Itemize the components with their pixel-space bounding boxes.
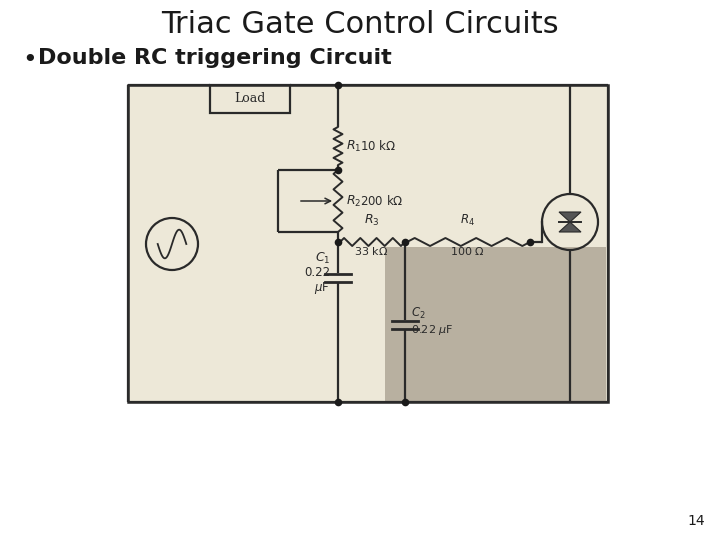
Text: Load: Load [234,92,266,105]
Bar [210,85,290,113]
Text: 0.22 $\mu$F: 0.22 $\mu$F [411,323,454,337]
Text: •: • [22,48,37,72]
Text: $C_1$: $C_1$ [315,251,330,266]
Text: Triac Gate Control Circuits: Triac Gate Control Circuits [161,10,559,39]
Bar [128,85,608,402]
Text: $R_4$: $R_4$ [460,213,475,228]
Text: 200 k$\Omega$: 200 k$\Omega$ [360,194,404,208]
Bar [128,85,608,402]
Text: $R_1$: $R_1$ [346,138,361,153]
Bar [385,247,606,402]
Text: $R_3$: $R_3$ [364,213,379,228]
Polygon shape [559,222,581,232]
Text: 100 $\Omega$: 100 $\Omega$ [450,245,485,257]
Text: 14: 14 [688,514,705,528]
Text: Double RC triggering Circuit: Double RC triggering Circuit [38,48,392,68]
Text: 10 k$\Omega$: 10 k$\Omega$ [360,139,396,153]
Text: 0.22: 0.22 [304,267,330,280]
Text: $C_2$: $C_2$ [411,306,426,321]
Text: 33 k$\Omega$: 33 k$\Omega$ [354,245,389,257]
Polygon shape [559,212,581,222]
Text: $\mu$F: $\mu$F [315,280,330,296]
Text: $R_2$: $R_2$ [346,193,361,208]
